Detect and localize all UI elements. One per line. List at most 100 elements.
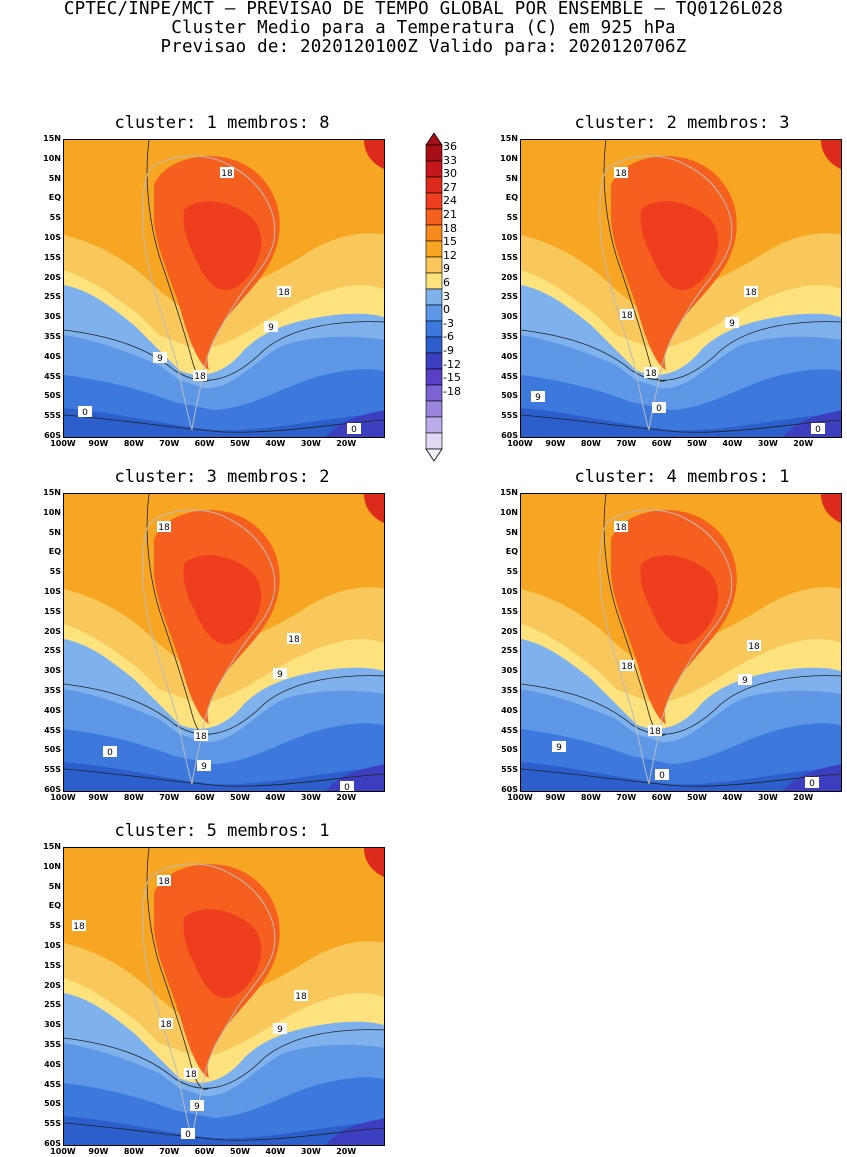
latitude-tick-label: 40S [44,705,61,715]
svg-text:18: 18 [748,642,760,652]
longitude-tick-label: 90W [88,793,109,802]
svg-text:9: 9 [535,393,541,403]
svg-text:18: 18 [278,288,290,298]
colorbar-tick-label: 21 [443,208,457,221]
svg-text:18: 18 [195,732,207,742]
contour-label: 18 [648,725,662,737]
latitude-tick-label: 20S [44,272,61,282]
colorbar-top-arrow [425,132,443,146]
latitude-tick-label: 15N [500,488,518,497]
svg-text:18: 18 [615,169,627,179]
header-dates: Previsao de: 2020120100Z Valido para: 20… [160,37,687,57]
temperature-band [64,762,384,791]
longitude-tick-label: 100W [50,439,76,448]
panel-title: cluster: 4 membros: 1 [574,467,790,487]
longitude-tick-label: 50W [687,793,707,802]
latitude-tick-label: 10S [501,587,518,596]
latitude-tick-label: 20S [501,272,518,282]
latitude-tick-label: 40S [44,351,61,361]
latitude-tick-label: 10N [500,153,518,163]
colorbar-swatch [425,384,443,402]
contour-label: 18 [157,875,171,887]
contour-line [64,768,384,787]
svg-text:18: 18 [158,877,170,887]
longitude-tick-label: 70W [159,439,180,448]
hot-region [640,555,719,645]
latitude-tick-label: 30S [501,666,518,676]
longitude-tick-label: 20W [336,1147,357,1156]
header-title: CPTEC/INPE/MCT – PREVISAO DE TEMPO GLOBA… [63,0,784,19]
colorbar-swatch [425,256,443,274]
contour-line [521,768,841,787]
forecast-map: 18 18 9 18 9 0 0 [63,493,385,792]
latitude-tick-label: 15N [43,842,61,851]
latitude-tick-label: 10N [500,507,518,517]
longitude-tick-label: 20W [793,793,814,802]
coastline [142,509,276,785]
latitude-tick-label: 35S [44,1040,61,1049]
contour-label: 9 [264,321,278,333]
latitude-tick-label: 40S [501,705,518,715]
colorbar-tick-label: 0 [443,303,450,317]
longitude-tick-label: 40W [265,793,286,802]
latitude-tick-label: 10S [44,587,61,596]
longitude-tick-label: 40W [722,793,743,802]
latitude-tick-label: 55S [44,411,61,421]
latitude-tick-label: 20S [44,980,61,990]
hot-region [183,555,262,645]
longitude-tick-label: 100W [507,793,533,802]
colorbar-swatch [425,160,443,178]
svg-text:0: 0 [82,408,88,418]
longitude-tick-label: 90W [88,1147,109,1156]
longitude-tick-label: 80W [580,793,601,802]
contour-label: 18 [194,730,208,742]
colorbar-tick-label: -12 [443,357,461,371]
svg-text:9: 9 [157,354,163,364]
svg-text:9: 9 [556,743,562,753]
longitude-tick-label: 70W [616,439,637,448]
latitude-tick-label: 55S [501,765,518,775]
latitude-tick-label: 25S [44,646,61,656]
contour-line [521,321,841,381]
svg-text:0: 0 [351,425,357,435]
contour-label: 18 [159,1018,173,1030]
contour-label: 18 [747,640,761,652]
contour-line [64,414,384,433]
colorbar-swatch [425,192,443,210]
colorbar-tick-label: 6 [443,276,450,289]
contour-label: 18 [614,521,628,533]
temperature-band [64,408,384,437]
longitude-tick-label: 90W [545,439,566,448]
contour-label: 9 [531,391,545,403]
svg-text:0: 0 [344,783,350,792]
svg-text:9: 9 [201,762,207,772]
hot-region [821,140,841,170]
hot-region [364,494,384,524]
longitude-tick-label: 60W [651,793,672,802]
latitude-tick-label: 35S [44,686,61,695]
contour-label: 18 [157,521,171,533]
colorbar [425,132,443,467]
contour-label: 18 [620,309,634,321]
colorbar-tick-label: 3 [443,289,450,303]
latitude-tick-label: 50S [44,1099,61,1109]
longitude-tick-label: 60W [651,439,672,448]
latitude-tick-label: 15S [501,252,518,262]
longitude-tick-label: 50W [230,439,250,448]
latitude-tick-label: 60S [44,1139,61,1148]
contour-label: 18 [744,286,758,298]
longitude-tick-label: 70W [159,793,180,802]
header-subtitle: Cluster Medio para a Temperatura (C) em … [171,18,676,38]
latitude-tick-label: 35S [501,332,518,341]
contour-line [64,675,384,735]
longitude-tick-label: 30W [757,439,778,448]
latitude-tick-label: 45S [44,725,61,735]
latitude-tick-label: 5N [48,881,61,891]
latitude-tick-label: 15N [43,134,61,143]
contour-line [521,414,841,433]
longitude-tick-label: 30W [300,439,321,448]
latitude-tick-label: 45S [44,371,61,381]
contour-label: 18 [287,633,301,645]
hot-region [364,848,384,878]
latitude-tick-label: 15N [500,134,518,143]
